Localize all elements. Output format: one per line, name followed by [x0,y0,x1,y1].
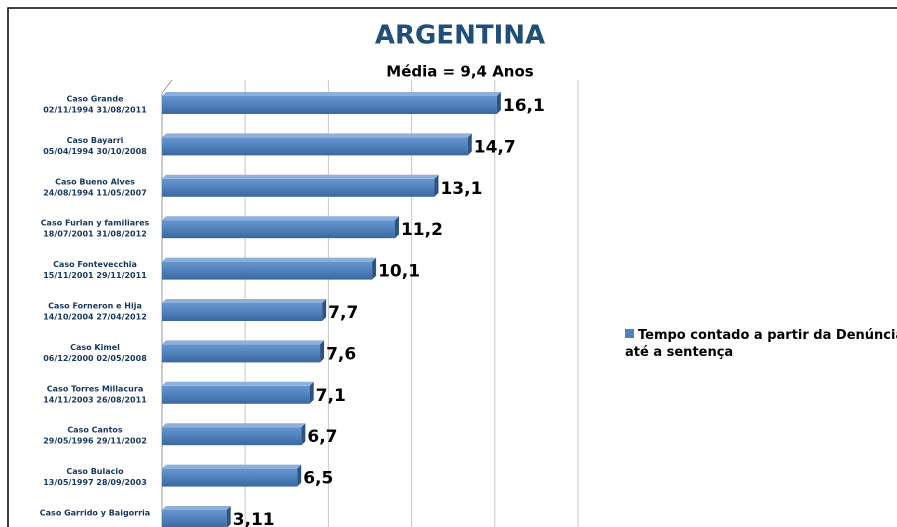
chart-subtitle: Média = 9,4 Anos [386,63,534,81]
value-label: 13,1 [440,179,482,199]
bar-top [162,381,314,386]
y-tick-period: 13/05/1997 28/09/2003 [43,478,147,487]
bar-top [162,216,399,221]
bar-cap [372,257,377,280]
y-tick-label: Caso Bulacio [66,467,124,476]
legend-label: Tempo contado a partir da Denúncia até a… [625,328,897,360]
y-tick-period: 29/05/1996 29/11/2002 [43,437,147,446]
bar [162,510,227,527]
bar [162,261,373,280]
bar [162,137,468,156]
bar-cap [467,133,472,156]
bar [162,344,321,363]
y-tick-label: Caso Forneron e Hija [48,302,142,311]
y-tick-label: Caso Kimel [70,343,120,352]
bar [162,385,310,404]
bar-cap [301,423,306,446]
bar-top [162,92,501,96]
legend: Tempo contado a partir da Denúncia até a… [625,327,897,361]
y-tick-period: 18/07/2001 31/08/2012 [43,230,147,239]
y-tick-period: 14/10/2004 27/04/2012 [43,313,147,322]
bar [162,427,302,446]
bar-cap [297,464,302,487]
bar-top [162,423,306,428]
bar-top [162,133,472,138]
y-tick-period: 02/11/1994 31/08/2011 [43,106,147,115]
value-label: 6,5 [303,469,333,489]
chart-title: ARGENTINA [375,21,545,51]
bar [162,303,323,321]
frame [7,7,897,527]
bar-cap [394,216,399,239]
bar-cap [320,340,325,363]
y-tick-period: 14/11/2003 26/08/2011 [43,395,147,404]
value-label: 3,11 [233,510,275,527]
bar-cap [434,174,439,197]
value-label: 7,1 [316,386,346,406]
y-tick-label: Caso Bayarri [67,136,124,145]
y-tick-label: Caso Garrido y Baigorria [40,509,150,518]
bar [162,468,298,487]
y-tick-label: Caso Bueno Alves [55,177,135,186]
value-label: 16,1 [503,96,545,116]
bar-cap [322,299,327,321]
value-label: 14,7 [474,137,516,157]
bar-cap [309,381,314,404]
y-tick-label: Caso Furlan y familiares [41,219,150,228]
y-tick-period: 24/08/1994 11/05/2007 [43,188,147,197]
bar-cap [226,506,231,527]
bar-top [162,506,231,510]
legend-swatch [625,329,634,338]
bar-top [162,174,439,179]
bar [162,178,435,197]
axis-line [161,79,173,527]
bar-top [162,464,302,469]
bar-cap [496,92,501,114]
y-tick-label: Caso Grande [66,95,124,104]
value-label: 10,1 [378,262,420,282]
value-label: 11,2 [401,220,443,240]
bar [162,220,395,239]
y-tick-period: 15/11/2001 29/11/2011 [43,271,147,280]
y-tick-label: Caso Cantos [67,426,123,435]
bar-top [162,257,377,262]
bar [162,96,497,114]
y-tick-label: Caso Torres Millacura [47,384,143,393]
bar-top [162,340,325,345]
y-tick-period: 05/04/1994 30/10/2008 [43,147,147,156]
bar-top [162,299,327,303]
y-tick-period: 06/12/2000 02/05/2008 [43,354,147,363]
value-label: 7,7 [328,303,358,323]
value-label: 6,7 [307,427,337,447]
y-tick-label: Caso Fontevecchia [53,260,137,269]
value-label: 7,6 [326,344,356,364]
